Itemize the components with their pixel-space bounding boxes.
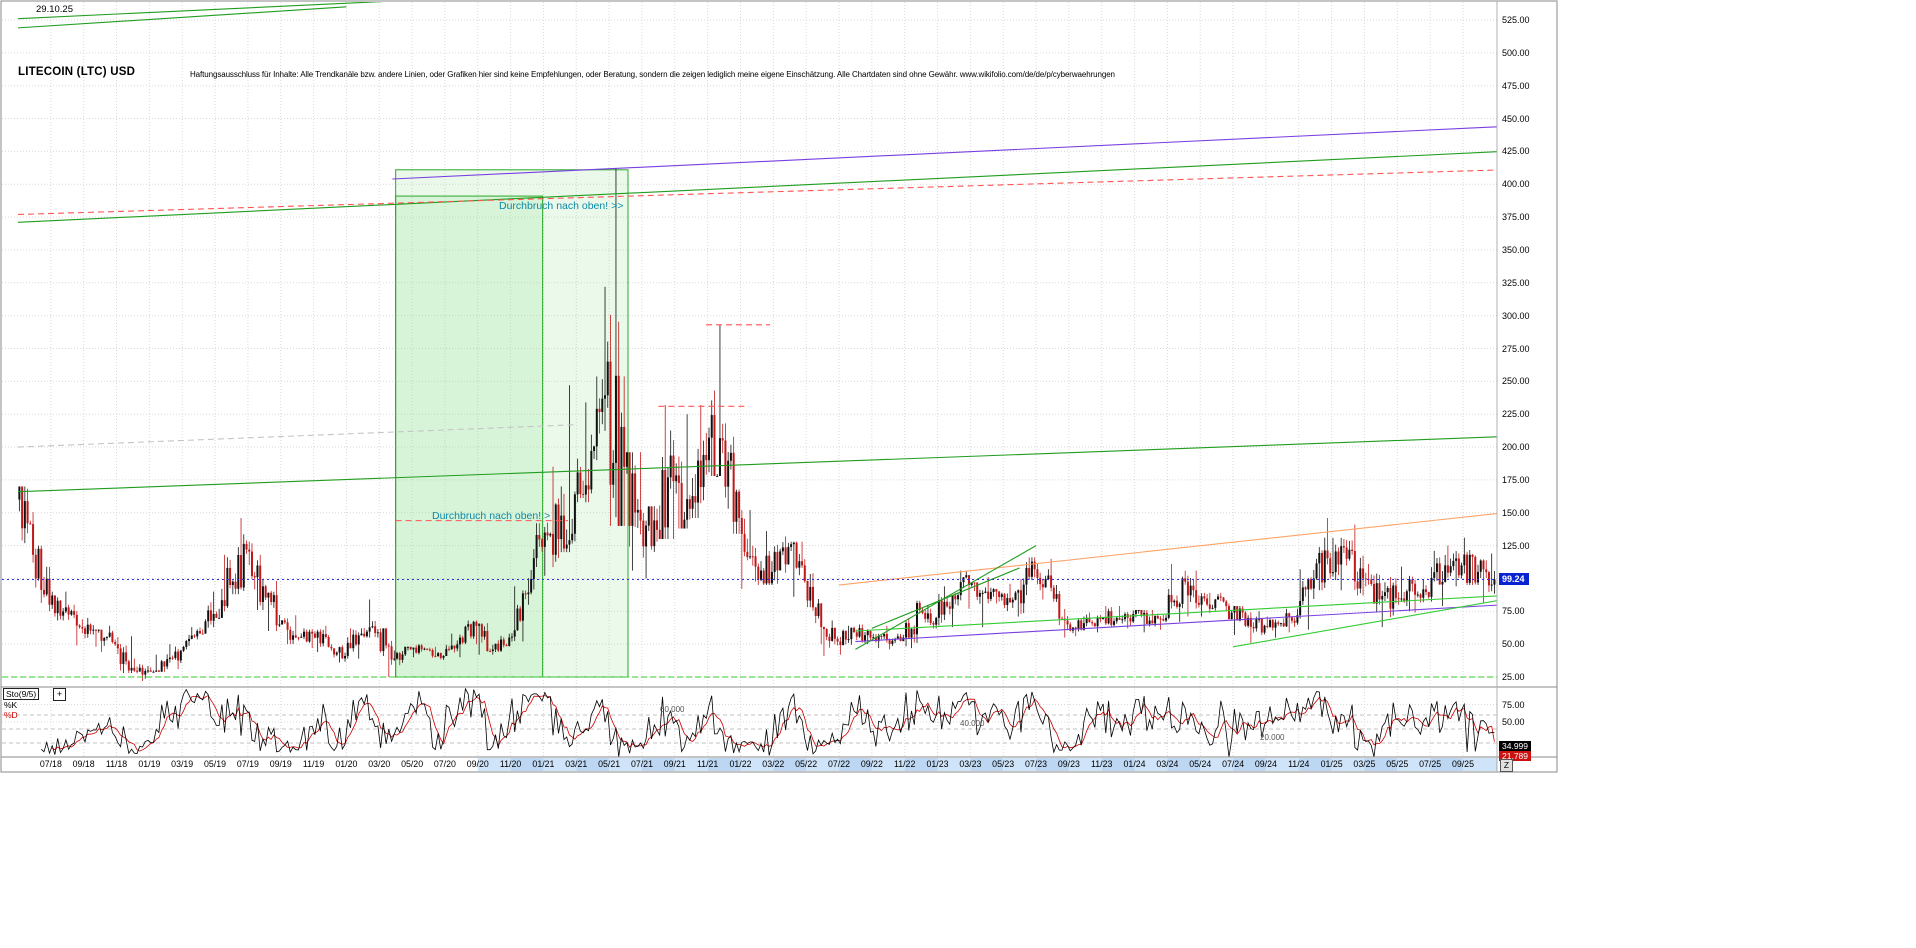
date-axis-label: 05/20 [401, 759, 424, 769]
date-axis-label: 07/22 [827, 759, 851, 769]
date-axis-label: 05/24 [1189, 759, 1212, 769]
indicator-expand-button[interactable]: + [53, 688, 66, 701]
date-axis-label: 07/21 [630, 759, 653, 769]
price-axis-label: 500.00 [1502, 47, 1530, 58]
date-axis-label: 11/19 [302, 759, 325, 769]
date-axis-label: 11/21 [696, 759, 719, 769]
price-axis-label: 175.00 [1502, 474, 1530, 485]
disclaimer-text: Haftungsausschluss für Inhalte: Alle Tre… [190, 70, 1115, 79]
date-axis-label: 05/21 [598, 759, 621, 769]
price-axis-label: 300.00 [1502, 310, 1530, 321]
chart-title: LITECOIN (LTC) USD [18, 66, 136, 78]
date-axis-label: 05/22 [795, 759, 818, 769]
date-axis-label: 09/18 [72, 759, 95, 769]
date-axis-label: 01/23 [926, 759, 949, 769]
date-axis-label: 03/23 [959, 759, 982, 769]
price-axis-label: 475.00 [1502, 80, 1530, 91]
date-axis-label: 05/25 [1386, 759, 1409, 769]
price-axis-label: 350.00 [1502, 244, 1530, 255]
date-axis-label: 01/22 [729, 759, 752, 769]
current-price-badge: 99.24 [1499, 572, 1529, 585]
date-axis-label: 09/23 [1057, 759, 1080, 769]
date-axis-label: 07/20 [433, 759, 456, 769]
stochastic-d-value-badge: 21.789 [1499, 751, 1531, 761]
date-axis-label: 09/19 [269, 759, 292, 769]
date-axis-label: 03/19 [171, 759, 194, 769]
price-axis-label: 25.00 [1502, 672, 1525, 682]
date-axis-label: 11/24 [1288, 759, 1310, 769]
price-axis-label: 225.00 [1502, 409, 1530, 420]
price-axis-label: 125.00 [1502, 540, 1530, 551]
sto-threshold-label: 60.000 [660, 705, 685, 714]
price-axis-label: 50.00 [1502, 639, 1525, 650]
price-axis-label: 150.00 [1502, 507, 1530, 518]
breakout-annotation-upper: Durchbruch nach oben! >> [499, 200, 624, 212]
zoom-reset-button[interactable]: Z [1500, 759, 1513, 772]
date-axis-label: 01/25 [1320, 759, 1343, 769]
date-axis-label: 09/22 [860, 759, 883, 769]
sto-threshold-label: 40.000 [960, 719, 985, 728]
screenshot-date: 29.10.25 [36, 4, 73, 15]
date-axis-label: 03/21 [565, 759, 588, 769]
breakout-annotation-lower: Durchbruch nach oben! > [432, 510, 551, 522]
price-axis-label: 450.00 [1502, 113, 1530, 124]
date-axis-label: 03/22 [762, 759, 785, 769]
date-axis-label: 11/22 [893, 759, 916, 769]
date-axis-label: 03/20 [368, 759, 391, 769]
price-axis-label: 400.00 [1502, 179, 1530, 190]
stochastic-d-label: %D [4, 710, 18, 720]
date-axis-label: 01/24 [1123, 759, 1146, 769]
date-axis-label: 01/20 [335, 759, 358, 769]
date-axis-label: 09/21 [663, 759, 686, 769]
price-axis-label: 250.00 [1502, 376, 1530, 387]
price-axis-label: 375.00 [1502, 212, 1530, 223]
date-axis-label: 05/23 [992, 759, 1015, 769]
price-axis-label: 200.00 [1502, 442, 1530, 453]
price-axis-label: 325.00 [1502, 277, 1530, 288]
date-axis-label: 07/23 [1025, 759, 1048, 769]
price-axis-label: 525.00 [1502, 15, 1530, 25]
sto-axis-label: 50.00 [1502, 717, 1525, 727]
sto-threshold-label: 20.000 [1260, 733, 1285, 742]
date-axis-label: 11/23 [1091, 759, 1113, 769]
price-axis-label: 75.00 [1502, 606, 1525, 617]
date-axis-label: 09/25 [1451, 759, 1474, 769]
date-axis-label: 09/20 [466, 759, 489, 769]
stochastic-k-label: %K [4, 700, 18, 710]
price-axis-label: 275.00 [1502, 343, 1530, 354]
date-axis-label: 03/25 [1353, 759, 1376, 769]
date-axis-label: 11/18 [105, 759, 128, 769]
date-axis-label: 03/24 [1156, 759, 1179, 769]
stochastic-k-value-badge: 34.999 [1499, 741, 1531, 751]
date-axis-label: 07/19 [236, 759, 259, 769]
date-axis-label: 07/24 [1222, 759, 1245, 769]
date-axis-label: 05/19 [204, 759, 227, 769]
date-axis-label: 01/21 [532, 759, 555, 769]
sto-axis-label: 75.00 [1502, 699, 1525, 710]
stochastic-indicator-label: Sto(9/5) [3, 688, 40, 700]
date-axis-label: 11/20 [499, 759, 522, 769]
price-axis-label: 425.00 [1502, 146, 1530, 157]
date-axis-label: 01/19 [138, 759, 161, 769]
date-axis-label: 07/18 [39, 759, 62, 769]
date-axis-label: 09/24 [1254, 759, 1277, 769]
date-axis-label: 07/25 [1419, 759, 1442, 769]
